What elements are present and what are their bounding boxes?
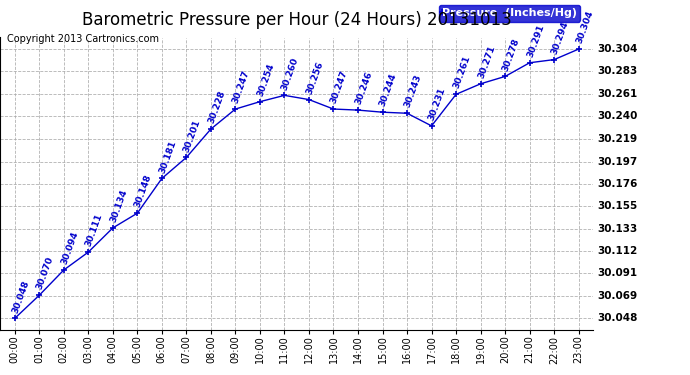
Text: 30.219: 30.219 [597,134,637,144]
Text: 30.048: 30.048 [597,314,638,323]
Pressure  (Inches/Hg) [575,47,583,51]
Pressure  (Inches/Hg) [427,124,435,128]
Pressure  (Inches/Hg) [59,268,68,272]
Text: Barometric Pressure per Hour (24 Hours) 20131013: Barometric Pressure per Hour (24 Hours) … [82,11,511,29]
Text: 30.240: 30.240 [597,111,638,122]
Pressure  (Inches/Hg) [378,110,386,114]
Text: 30.304: 30.304 [597,44,638,54]
Text: Copyright 2013 Cartronics.com: Copyright 2013 Cartronics.com [7,34,159,44]
Pressure  (Inches/Hg) [526,60,534,65]
Text: 30.094: 30.094 [59,230,80,266]
Text: 30.134: 30.134 [108,188,129,224]
Text: 30.228: 30.228 [206,89,227,125]
Text: 30.271: 30.271 [476,44,497,80]
Text: 30.148: 30.148 [133,173,153,209]
Text: 30.247: 30.247 [329,69,350,105]
Text: 30.261: 30.261 [597,89,637,99]
Legend: Pressure  (Inches/Hg): Pressure (Inches/Hg) [439,5,580,22]
Pressure  (Inches/Hg) [403,111,411,116]
Pressure  (Inches/Hg) [329,107,337,111]
Pressure  (Inches/Hg) [550,57,558,62]
Text: 30.247: 30.247 [231,69,251,105]
Text: 30.260: 30.260 [280,56,300,91]
Pressure  (Inches/Hg) [158,176,166,181]
Pressure  (Inches/Hg) [108,226,117,230]
Text: 30.197: 30.197 [597,157,637,166]
Text: 30.304: 30.304 [574,9,595,45]
Pressure  (Inches/Hg) [35,293,43,297]
Text: 30.112: 30.112 [597,246,637,256]
Text: 30.283: 30.283 [597,66,637,76]
Text: 30.181: 30.181 [157,139,178,174]
Pressure  (Inches/Hg) [256,99,264,104]
Text: 30.069: 30.069 [597,291,637,302]
Pressure  (Inches/Hg) [501,74,509,79]
Pressure  (Inches/Hg) [305,98,313,102]
Text: 30.176: 30.176 [597,179,638,189]
Text: 30.278: 30.278 [501,37,521,72]
Text: 30.244: 30.244 [378,72,399,108]
Pressure  (Inches/Hg) [231,107,239,111]
Text: 30.091: 30.091 [597,268,637,278]
Text: 30.231: 30.231 [427,86,448,122]
Pressure  (Inches/Hg) [477,81,485,86]
Text: 30.256: 30.256 [305,60,325,95]
Pressure  (Inches/Hg) [10,316,19,321]
Text: 30.261: 30.261 [452,55,472,90]
Text: 30.243: 30.243 [403,74,423,109]
Pressure  (Inches/Hg) [354,108,362,112]
Text: 30.291: 30.291 [525,23,546,58]
Pressure  (Inches/Hg) [84,250,92,254]
Text: 30.155: 30.155 [597,201,637,211]
Pressure  (Inches/Hg) [133,211,141,216]
Pressure  (Inches/Hg) [182,155,190,160]
Text: 30.070: 30.070 [35,256,55,291]
Text: 30.294: 30.294 [550,20,570,56]
Text: 30.111: 30.111 [84,213,104,248]
Pressure  (Inches/Hg) [280,93,288,98]
Pressure  (Inches/Hg) [452,92,460,97]
Text: 30.246: 30.246 [354,70,374,106]
Line: Pressure  (Inches/Hg): Pressure (Inches/Hg) [11,46,582,322]
Text: 30.254: 30.254 [255,62,276,98]
Text: 30.133: 30.133 [597,224,637,234]
Text: 30.048: 30.048 [10,279,30,314]
Pressure  (Inches/Hg) [207,127,215,131]
Text: 30.201: 30.201 [182,118,202,153]
